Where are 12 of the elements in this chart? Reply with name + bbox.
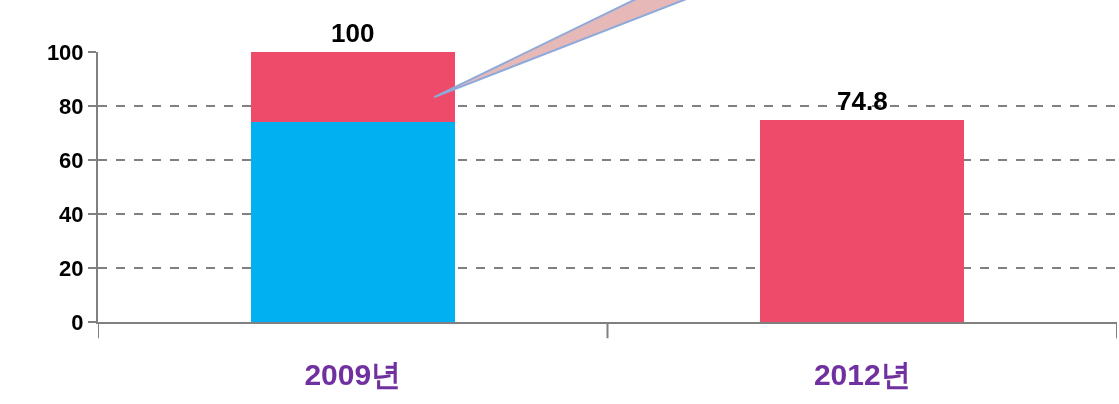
y-tick-label: 100 xyxy=(46,39,84,65)
total-label: 100 xyxy=(331,18,375,48)
y-tick-label: 80 xyxy=(59,93,84,119)
y-tick-label: 40 xyxy=(59,201,84,227)
x-tick-label: 2009년 xyxy=(304,358,402,391)
bar xyxy=(760,120,965,322)
y-tick-label: 0 xyxy=(71,309,84,335)
bar xyxy=(250,122,455,322)
y-tick-label: 20 xyxy=(59,255,84,281)
x-tick-label: 2012년 xyxy=(813,358,911,391)
y-tick-label: 60 xyxy=(59,147,84,173)
total-label: 74.8 xyxy=(837,86,888,116)
